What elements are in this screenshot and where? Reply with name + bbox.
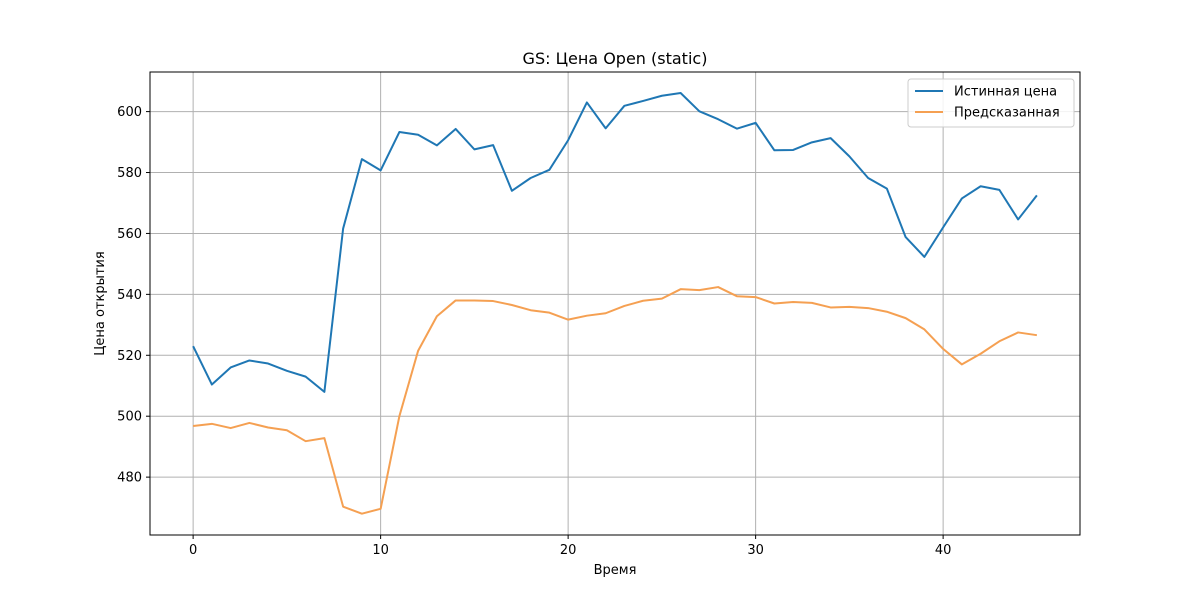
y-tick-label: 520 bbox=[117, 349, 142, 364]
x-tick-label: 30 bbox=[747, 543, 764, 558]
x-axis-ticks: 0 10 20 30 40 bbox=[189, 535, 951, 558]
y-tick-label: 480 bbox=[117, 471, 142, 486]
x-tick-label: 40 bbox=[935, 543, 952, 558]
y-tick-label: 600 bbox=[117, 105, 142, 120]
x-tick-label: 10 bbox=[372, 543, 389, 558]
y-tick-label: 580 bbox=[117, 166, 142, 181]
series-lines bbox=[192, 92, 1038, 515]
legend-box bbox=[907, 78, 1075, 128]
y-tick-label: 560 bbox=[117, 227, 142, 242]
series-line-2 bbox=[193, 286, 1038, 515]
y-tick-label: 540 bbox=[117, 288, 142, 303]
y-tick-label: 500 bbox=[117, 410, 142, 425]
series-line-1 bbox=[192, 92, 1038, 393]
legend-label-2: Предсказанная bbox=[954, 106, 1060, 121]
grid bbox=[150, 72, 1080, 535]
chart-title: GS: Цена Open (static) bbox=[523, 49, 708, 68]
y-axis-ticks: 480 500 520 540 560 580 600 bbox=[117, 105, 150, 486]
plot-frame bbox=[149, 71, 1081, 536]
x-tick-label: 0 bbox=[189, 543, 197, 558]
x-tick-label: 20 bbox=[560, 543, 577, 558]
legend-label-1: Истинная цена bbox=[954, 85, 1057, 100]
y-axis-label: Цена открытия bbox=[93, 251, 108, 355]
x-axis-label: Время bbox=[594, 563, 637, 578]
legend: Истинная цена Предсказанная bbox=[907, 78, 1075, 128]
